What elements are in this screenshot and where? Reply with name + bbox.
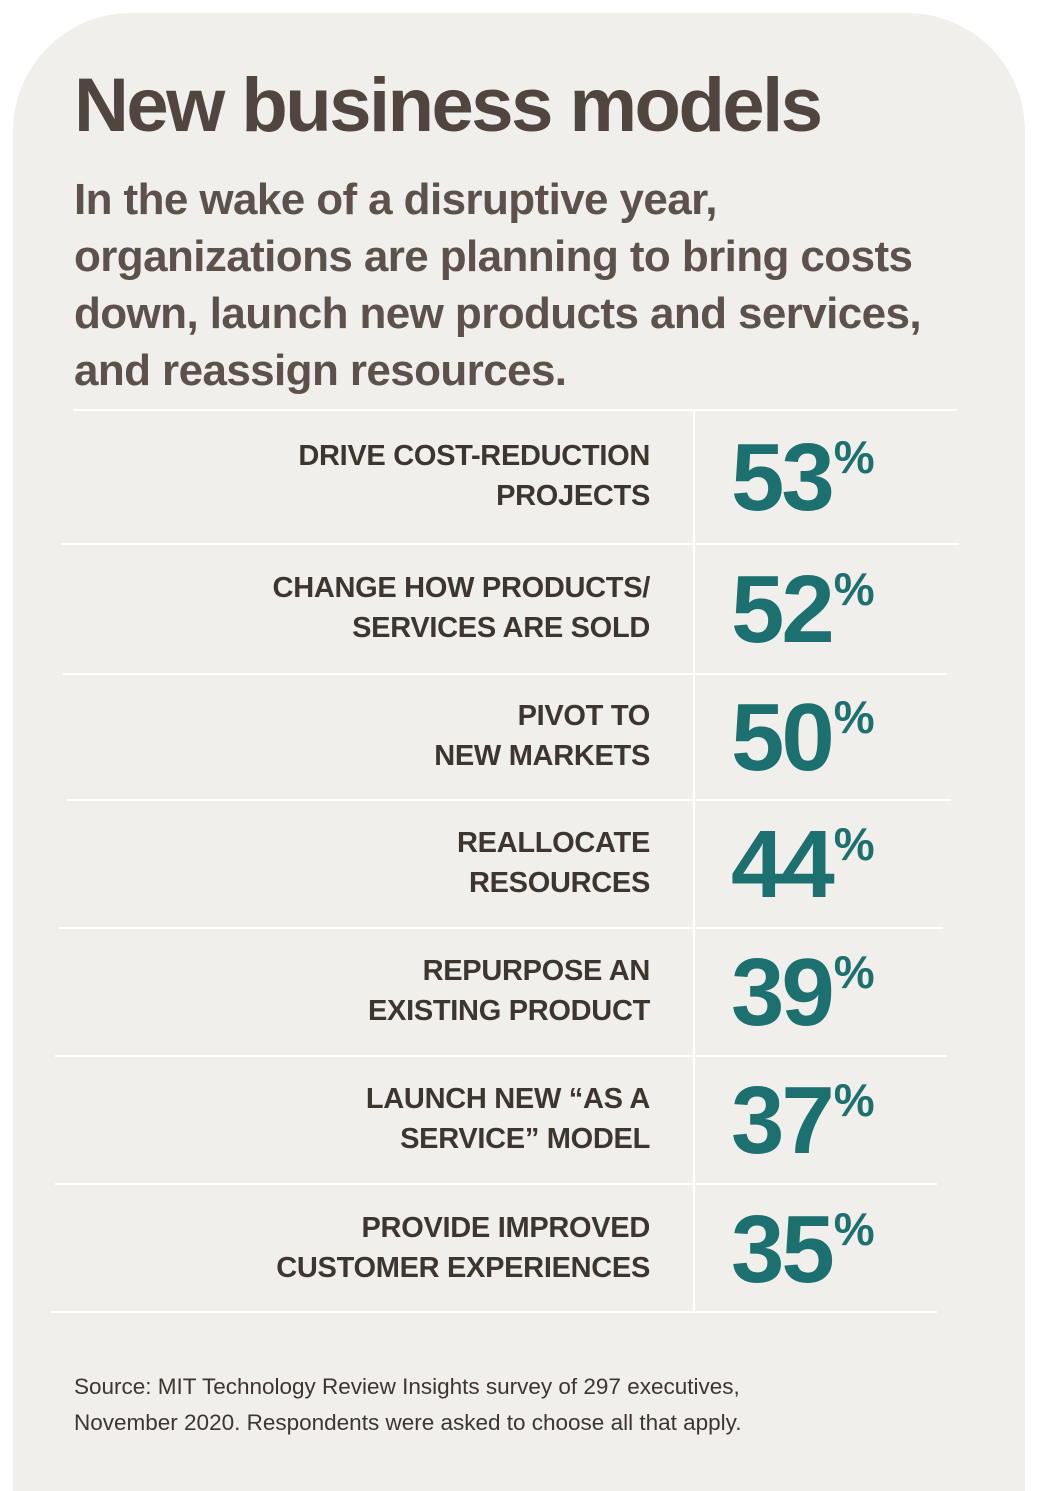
stat-label-line: NEW MARKETS xyxy=(434,740,650,772)
percent-sign: % xyxy=(833,1203,875,1255)
row-divider xyxy=(59,927,943,929)
stat-label-line: EXISTING PRODUCT xyxy=(368,995,650,1027)
stat-number: 37 xyxy=(731,1067,835,1174)
source-line-1: Source: MIT Technology Review Insights s… xyxy=(74,1374,740,1399)
stat-label-line: PIVOT TO xyxy=(517,700,651,732)
stat-label-line: REPURPOSE AN xyxy=(422,955,651,987)
source-note: Source: MIT Technology Review Insights s… xyxy=(74,1369,974,1441)
stat-value: 50% xyxy=(731,690,875,786)
stat-label-line: DRIVE COST-REDUCTION xyxy=(298,440,650,472)
percent-sign: % xyxy=(833,946,875,998)
page-title: New business models xyxy=(74,63,823,148)
stat-value: 44% xyxy=(731,817,875,913)
stat-label: CHANGE HOW PRODUCTS/SERVICES ARE SOLD xyxy=(130,568,651,648)
stat-label-line: RESOURCES xyxy=(469,867,650,899)
stat-label-line: REALLOCATE xyxy=(456,827,650,859)
stat-number: 44 xyxy=(731,811,835,918)
stat-value: 53% xyxy=(731,430,875,526)
row-divider xyxy=(55,1183,937,1185)
source-line-2: November 2020. Respondents were asked to… xyxy=(74,1410,742,1435)
row-divider xyxy=(63,673,947,675)
stat-label-line: SERVICES ARE SOLD xyxy=(352,612,650,644)
stat-label-line: SERVICE” MODEL xyxy=(400,1123,650,1155)
percent-sign: % xyxy=(833,1074,875,1126)
stat-table: DRIVE COST-REDUCTION PROJECTS 53% CHANGE HO… xyxy=(13,13,1025,1491)
stat-label: REPURPOSE AN EXISTING PRODUCT xyxy=(130,951,650,1031)
stat-number: 39 xyxy=(731,939,835,1046)
row-divider xyxy=(61,543,959,545)
percent-sign: % xyxy=(833,818,875,870)
stat-label: DRIVE COST-REDUCTION PROJECTS xyxy=(130,436,650,516)
percent-sign: % xyxy=(833,431,875,483)
stat-value: 37% xyxy=(731,1073,875,1169)
stat-label: REALLOCATE RESOURCES xyxy=(130,823,650,903)
stat-number: 50 xyxy=(731,684,835,791)
stat-number: 53 xyxy=(731,424,835,531)
infographic-card: New business models In the wake of a dis… xyxy=(13,13,1025,1491)
row-divider xyxy=(73,409,957,411)
percent-sign: % xyxy=(833,563,875,615)
stat-label: PROVIDE IMPROVED CUSTOMER EXPERIENCES xyxy=(130,1208,650,1288)
stat-label-line: PROJECTS xyxy=(496,480,650,512)
stat-value: 52% xyxy=(731,562,875,658)
stat-label-line: CUSTOMER EXPERIENCES xyxy=(276,1252,650,1284)
row-divider xyxy=(51,1311,937,1313)
column-divider xyxy=(693,411,695,1311)
percent-sign: % xyxy=(833,691,875,743)
stat-number: 35 xyxy=(731,1196,835,1303)
page-subtitle: In the wake of a disruptive year, organi… xyxy=(74,175,922,395)
stat-value: 35% xyxy=(731,1202,875,1298)
stat-label-line: CHANGE HOW PRODUCTS/ xyxy=(272,572,651,604)
row-divider xyxy=(67,799,951,801)
stat-label-line: LAUNCH NEW “AS A xyxy=(365,1083,650,1115)
stat-value: 39% xyxy=(731,945,875,1041)
stat-label-line: PROVIDE IMPROVED xyxy=(361,1212,651,1244)
stat-number: 52 xyxy=(731,556,835,663)
row-divider xyxy=(55,1055,947,1057)
stat-label: PIVOT TO NEW MARKETS xyxy=(130,696,650,776)
stat-label: LAUNCH NEW “AS A SERVICE” MODEL xyxy=(130,1079,650,1159)
